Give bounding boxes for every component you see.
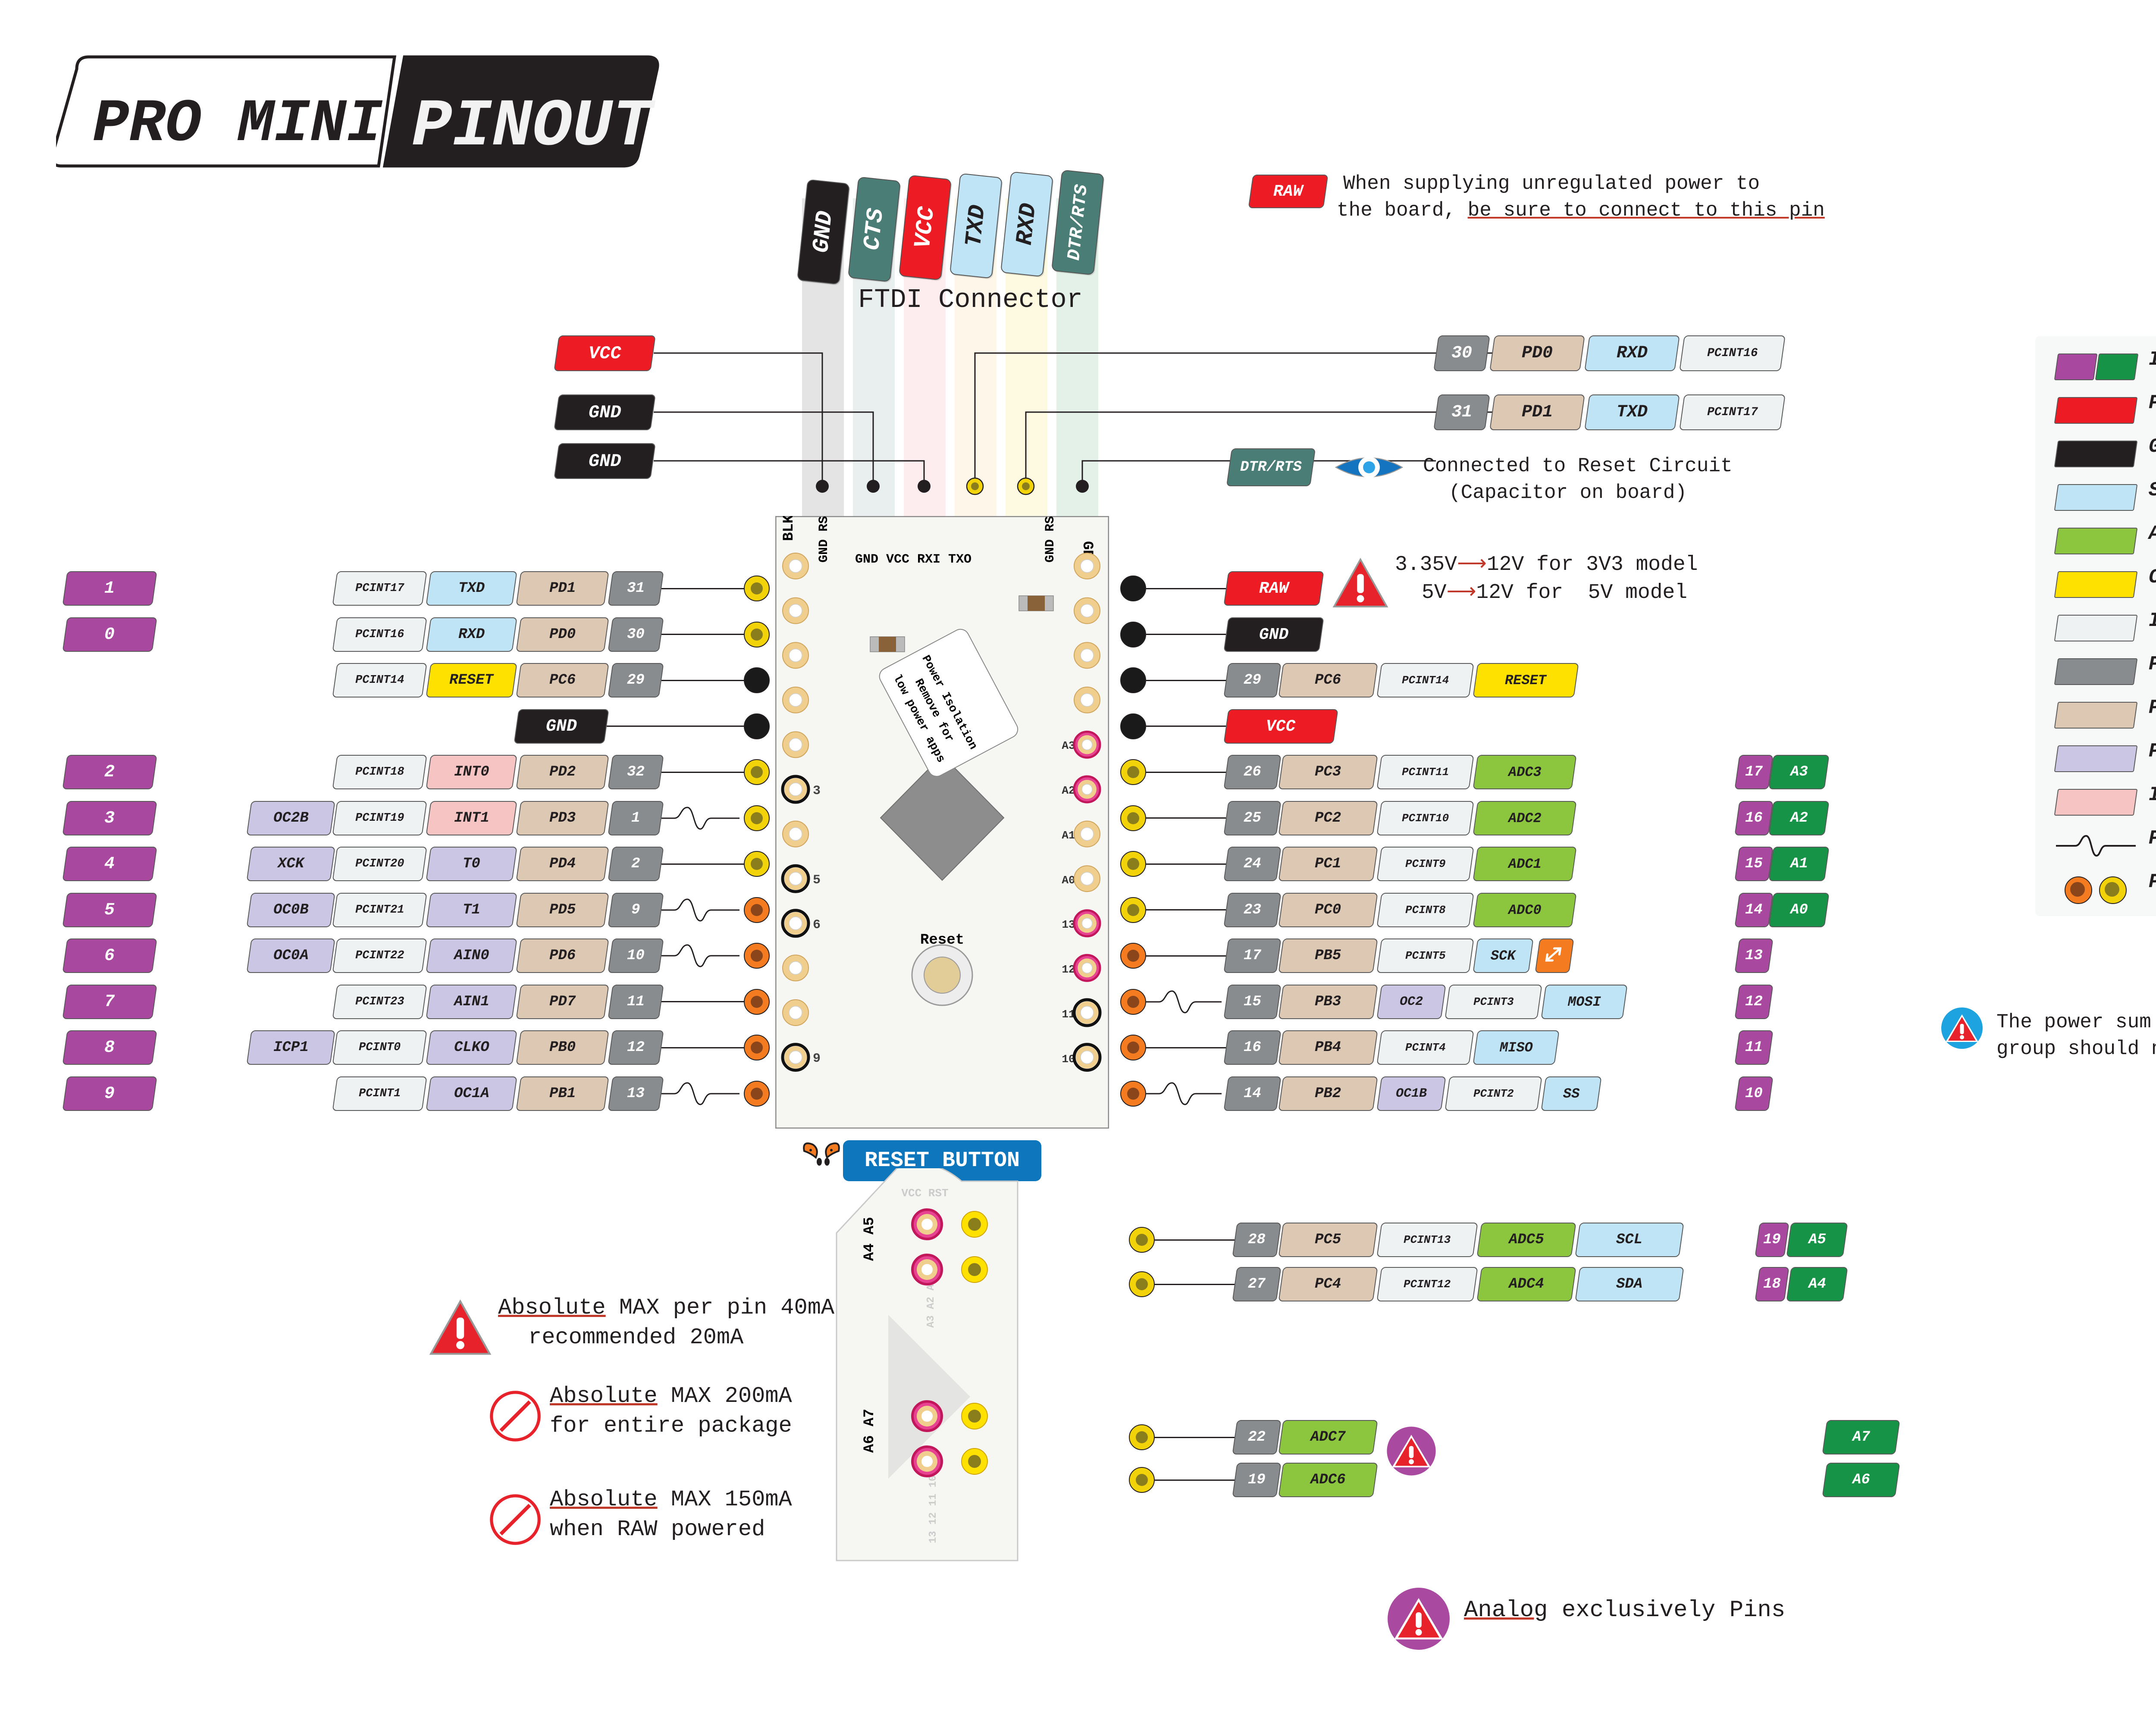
svg-text:5: 5 (813, 873, 821, 888)
svg-text:3: 3 (813, 784, 821, 798)
svg-text:GND RST RXI TXO: GND RST RXI TXO (817, 516, 831, 563)
svg-text:GND VCC RXI TXO: GND VCC RXI TXO (855, 552, 971, 567)
svg-text:GND RST VCC RAW: GND RST VCC RAW (1043, 516, 1058, 563)
svg-text:6: 6 (813, 918, 821, 932)
svg-text:A0: A0 (1062, 874, 1075, 887)
svg-text:A1: A1 (1062, 829, 1075, 842)
svg-text:VCC RST: VCC RST (901, 1187, 948, 1200)
svg-text:A4 A5: A4 A5 (862, 1217, 878, 1261)
svg-text:BLK: BLK (781, 516, 797, 541)
svg-text:PINOUT: PINOUT (412, 89, 656, 165)
svg-text:9: 9 (813, 1051, 821, 1066)
svg-text:PRO MINI: PRO MINI (93, 90, 383, 159)
